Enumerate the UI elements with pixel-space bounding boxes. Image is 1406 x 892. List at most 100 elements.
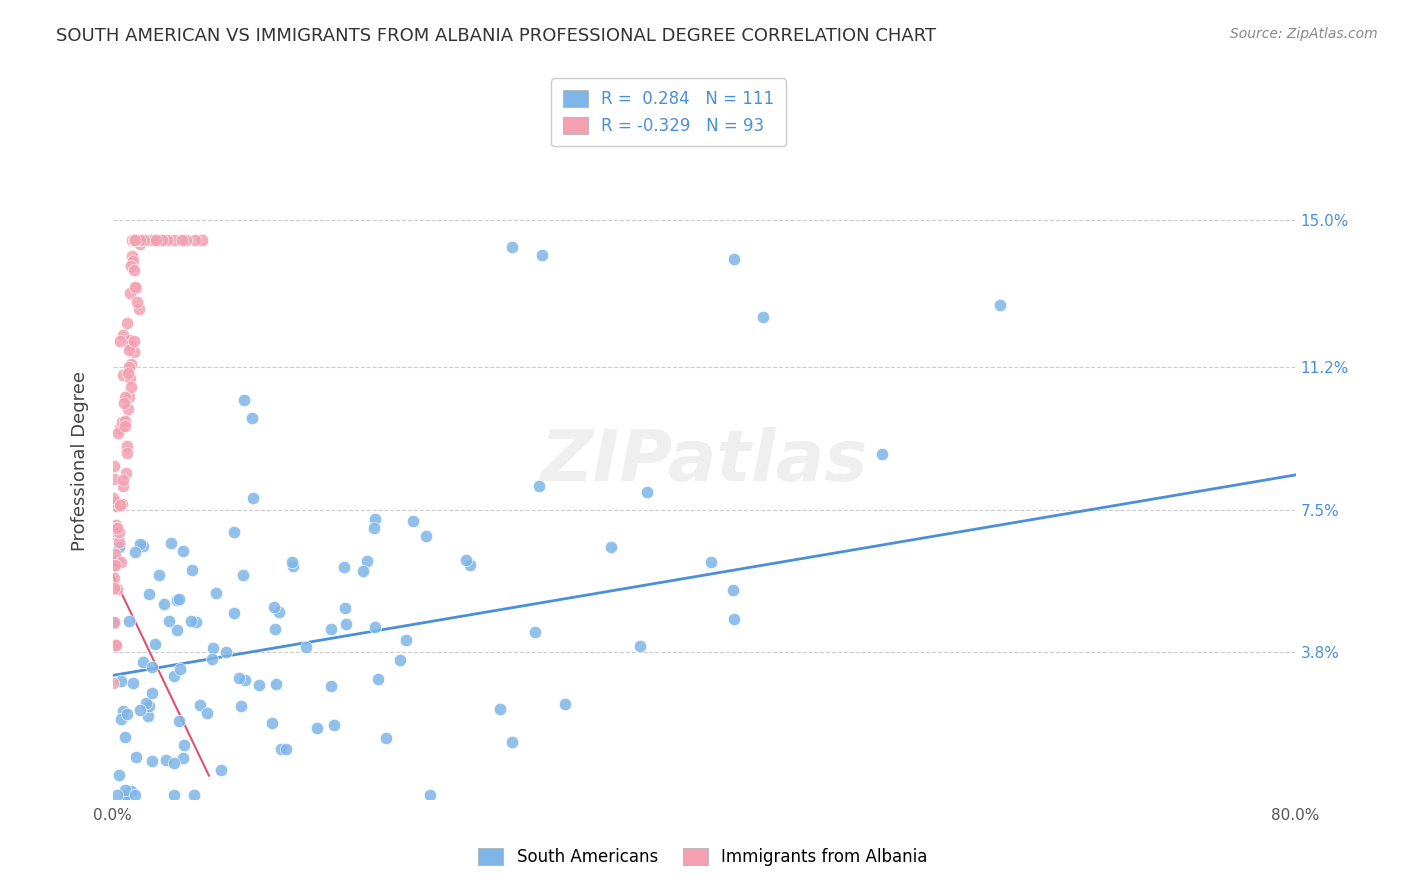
Point [132, 233, 155, 247]
Point [628, 639, 651, 653]
Point [111, 473, 134, 487]
Point [148, 233, 170, 247]
Point [263, 600, 285, 615]
Point [163, 788, 186, 802]
Point [242, 491, 264, 505]
Point [125, 294, 148, 309]
Point [222, 607, 245, 621]
Point [150, 233, 173, 247]
Text: ZIPatlas: ZIPatlas [540, 427, 868, 496]
Point [138, 698, 160, 713]
Point [114, 783, 136, 797]
Point [335, 616, 357, 631]
Point [281, 555, 304, 569]
Point [190, 233, 212, 247]
Point [141, 754, 163, 768]
Point [104, 495, 127, 509]
Point [138, 709, 160, 723]
Point [146, 233, 169, 247]
Point [131, 233, 153, 247]
Legend: R =  0.284   N = 111, R = -0.329   N = 93: R = 0.284 N = 111, R = -0.329 N = 93 [551, 78, 786, 146]
Point [114, 414, 136, 428]
Point [128, 703, 150, 717]
Point [143, 636, 166, 650]
Point [363, 620, 385, 634]
Point [105, 553, 128, 567]
Point [120, 285, 142, 300]
Point [274, 742, 297, 756]
Point [163, 669, 186, 683]
Point [120, 380, 142, 394]
Point [167, 714, 190, 728]
Point [128, 233, 150, 247]
Point [173, 738, 195, 752]
Point [307, 721, 329, 735]
Point [138, 233, 160, 247]
Point [229, 698, 252, 713]
Point [115, 317, 138, 331]
Point [105, 582, 128, 596]
Point [870, 447, 893, 461]
Point [132, 655, 155, 669]
Point [233, 393, 256, 408]
Point [232, 567, 254, 582]
Point [128, 233, 150, 247]
Point [138, 233, 160, 247]
Point [419, 788, 441, 802]
Point [110, 674, 132, 689]
Point [124, 233, 146, 247]
Point [204, 586, 226, 600]
Point [108, 524, 131, 539]
Point [136, 233, 159, 247]
Point [128, 233, 150, 247]
Point [356, 554, 378, 568]
Point [115, 788, 138, 802]
Point [122, 676, 145, 690]
Point [599, 540, 621, 554]
Point [103, 616, 125, 631]
Point [501, 240, 523, 254]
Point [114, 390, 136, 404]
Point [524, 625, 547, 640]
Point [169, 662, 191, 676]
Point [215, 645, 238, 659]
Point [110, 712, 132, 726]
Point [454, 553, 477, 567]
Point [172, 751, 194, 765]
Point [105, 521, 128, 535]
Point [156, 233, 179, 247]
Point [155, 753, 177, 767]
Point [117, 402, 139, 417]
Point [131, 233, 153, 247]
Point [128, 233, 150, 247]
Point [142, 233, 165, 247]
Point [363, 521, 385, 535]
Point [233, 673, 256, 687]
Point [141, 233, 163, 247]
Point [183, 788, 205, 802]
Point [121, 233, 143, 247]
Point [121, 250, 143, 264]
Point [104, 499, 127, 513]
Point [104, 638, 127, 652]
Point [141, 660, 163, 674]
Point [120, 260, 142, 274]
Point [105, 520, 128, 534]
Point [333, 560, 356, 574]
Point [103, 458, 125, 473]
Point [103, 582, 125, 596]
Point [752, 310, 775, 324]
Point [120, 370, 142, 384]
Point [723, 252, 745, 266]
Point [107, 426, 129, 441]
Point [201, 652, 224, 666]
Point [107, 768, 129, 782]
Point [128, 301, 150, 316]
Point [501, 735, 523, 749]
Point [263, 622, 285, 636]
Point [125, 750, 148, 764]
Legend: South Americans, Immigrants from Albania: South Americans, Immigrants from Albania [470, 840, 936, 875]
Point [988, 298, 1011, 312]
Point [323, 717, 346, 731]
Point [105, 518, 128, 533]
